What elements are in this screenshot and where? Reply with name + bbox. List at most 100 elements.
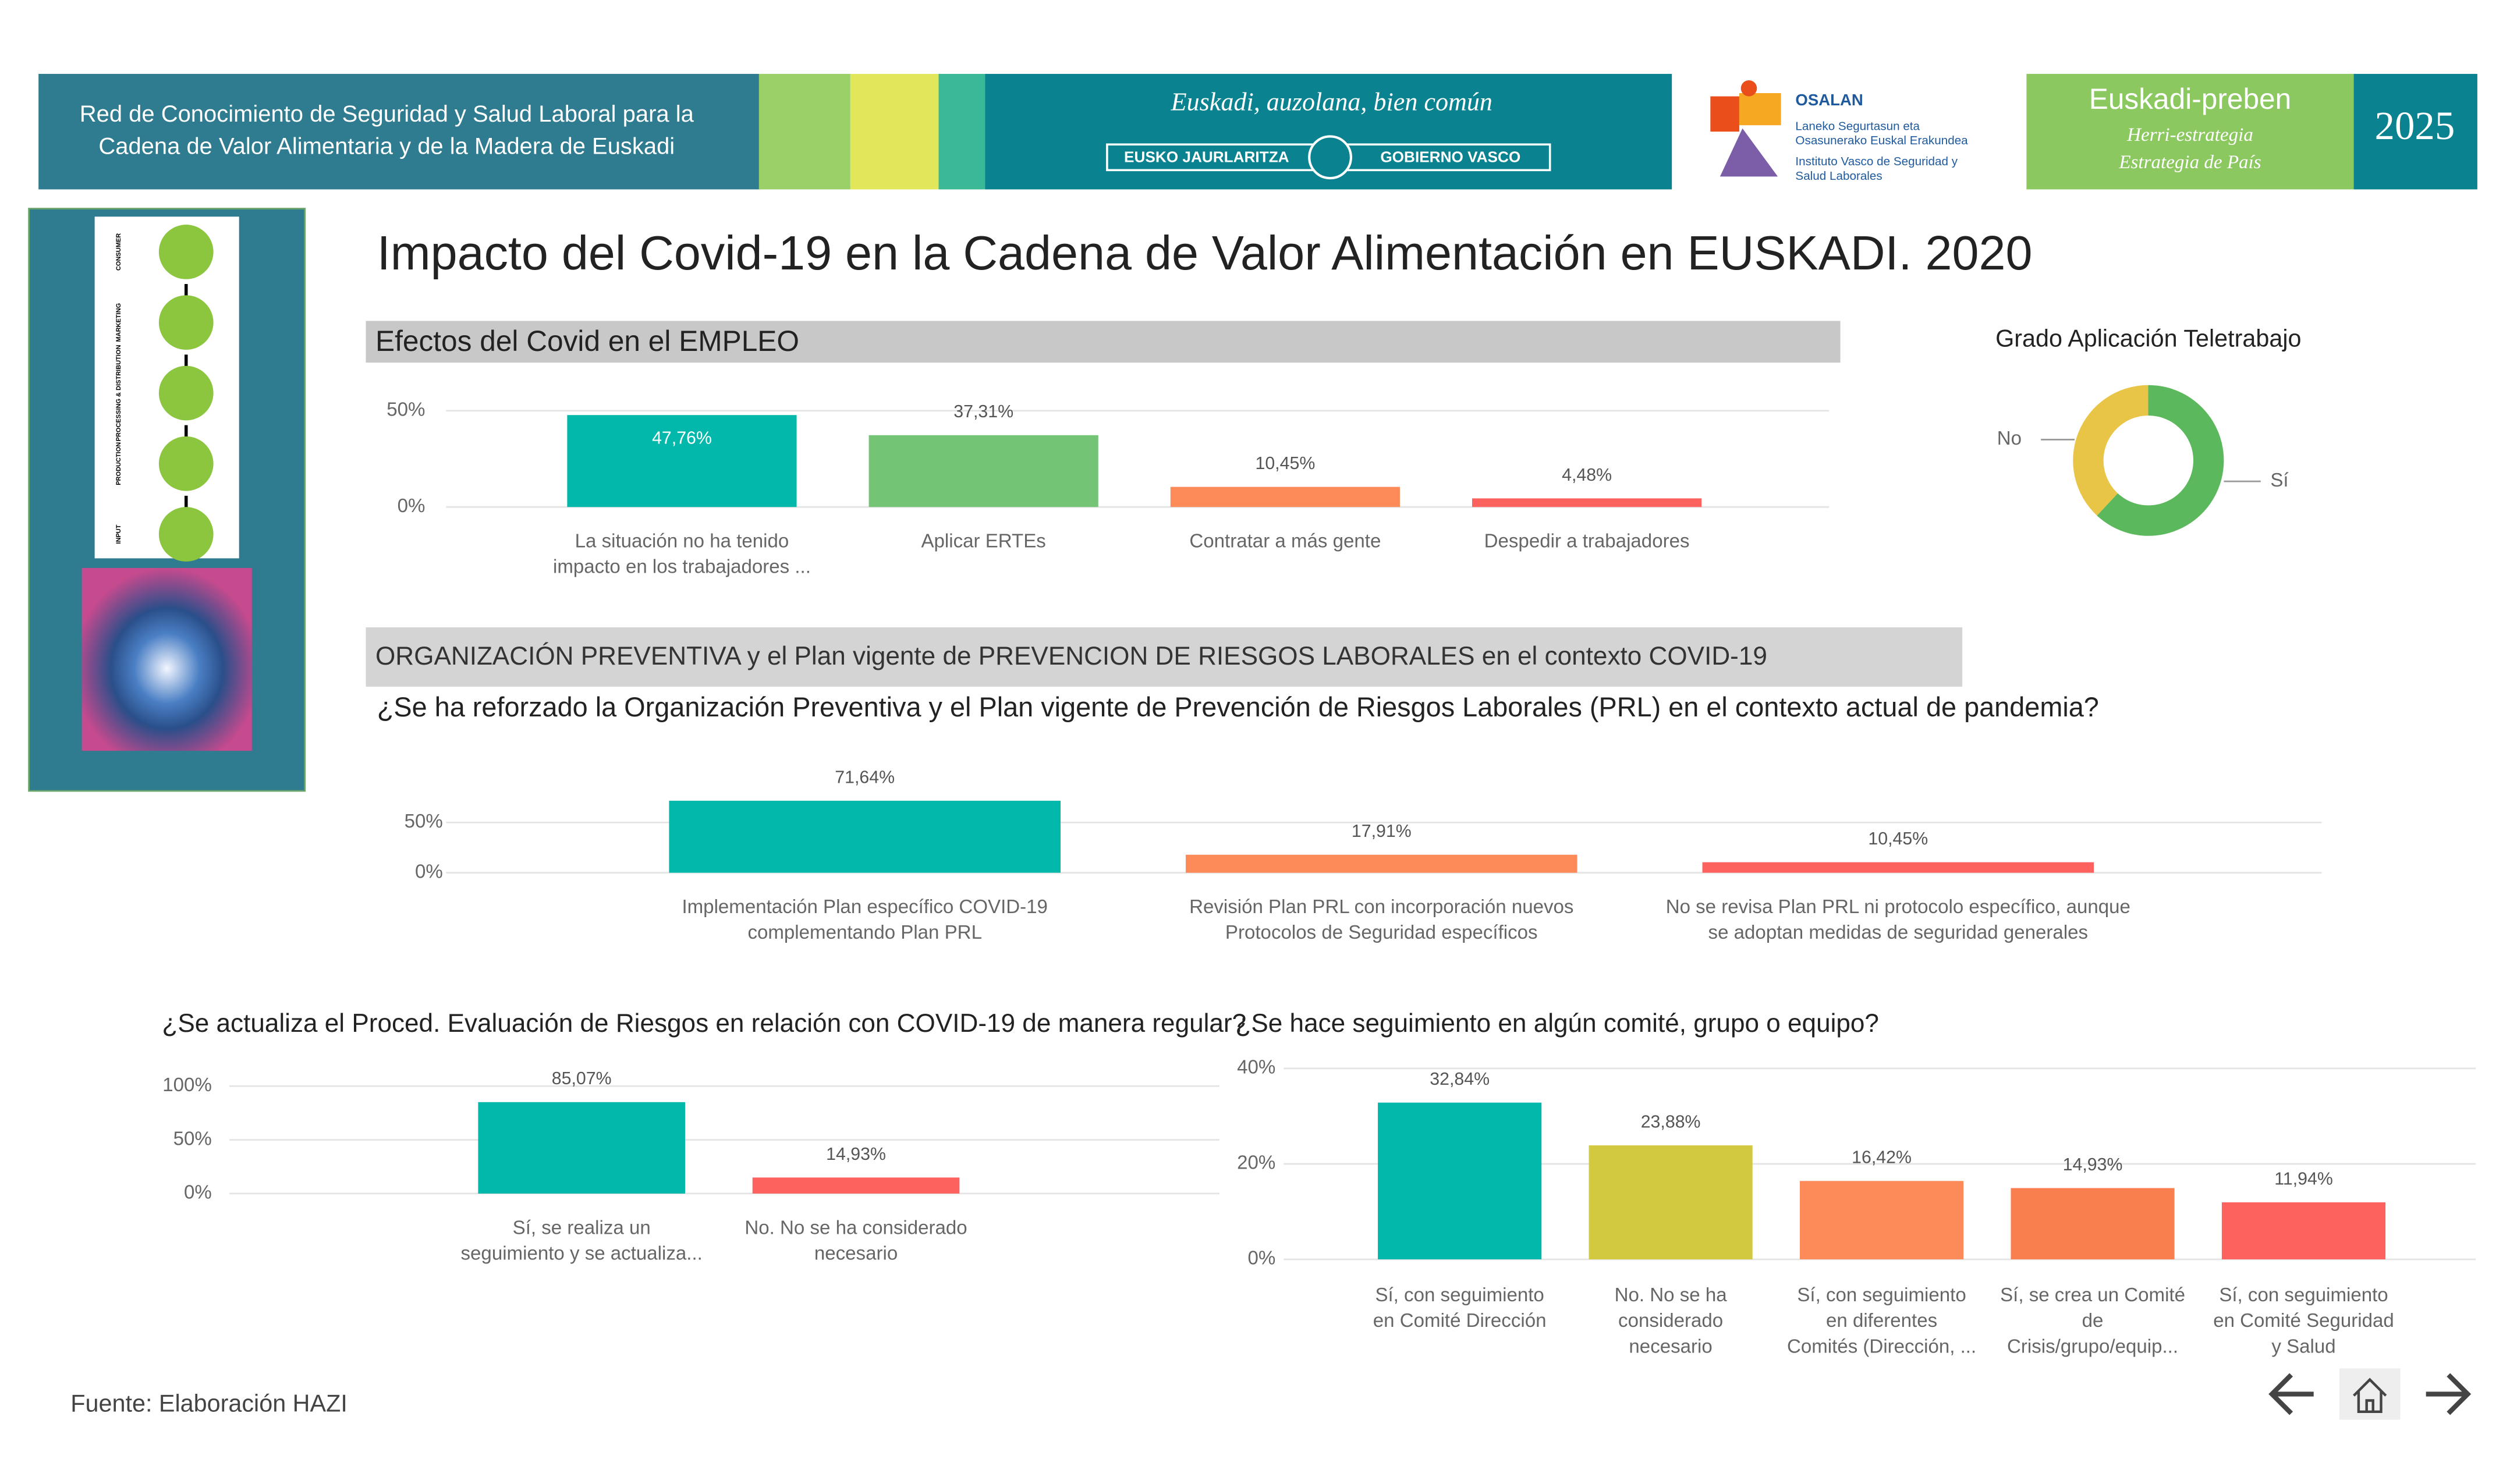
strategy-text: Herri-estrategia — [2126, 125, 2253, 145]
y-tick-label: 0% — [398, 495, 426, 517]
y-tick-label: 50% — [387, 399, 425, 421]
nav-forward[interactable] — [2426, 1373, 2472, 1415]
osalan-name: OSALAN — [1795, 91, 1863, 109]
header-band — [38, 73, 761, 190]
x-tick-label: No. No se ha considerado — [744, 1217, 967, 1238]
strategy-band — [2026, 73, 2356, 190]
footer: Fuente: Elaboración HAZI — [70, 1390, 348, 1417]
y-tick-label: 20% — [1237, 1152, 1275, 1174]
x-tick-label: en diferentes — [1826, 1310, 1937, 1332]
chart-title: ¿Se hace seguimiento en algún comité, gr… — [1235, 1009, 1879, 1038]
osalan-text: Laneko Segurtasun eta — [1795, 119, 1920, 133]
stage-icon — [158, 225, 214, 279]
logo-shape — [1740, 80, 1757, 97]
bar — [1472, 498, 1702, 507]
x-tick-label: Protocolos de Seguridad específicos — [1225, 922, 1538, 943]
bar — [1800, 1181, 1964, 1259]
x-tick-label: Sí, se crea un Comité — [2000, 1284, 2185, 1306]
osalan-text: Osasunerako Euskal Erakundea — [1795, 134, 1968, 147]
stage-icon — [158, 507, 214, 562]
side-panel: CONSUMER MARKETING PROCESSING & DISTRIBUTI… — [28, 208, 306, 792]
page-title: Impacto del Covid-19 en la Cadena de Val… — [377, 226, 2033, 280]
data-label: 17,91% — [1352, 822, 1412, 841]
stage-icon — [158, 436, 214, 491]
data-label: 23,88% — [1641, 1113, 1701, 1132]
stage-label: PROCESSING & DISTRIBUTION — [115, 345, 122, 442]
header-text: Red de Conocimiento de Seguridad y Salud… — [80, 101, 694, 127]
data-label: 47,76% — [652, 429, 712, 448]
x-tick-label: seguimiento y se actualiza... — [461, 1242, 703, 1264]
y-tick-label: 0% — [184, 1182, 212, 1203]
header-text: Cadena de Valor Alimentaria y de la Made… — [98, 133, 675, 159]
bar — [2221, 1202, 2386, 1259]
x-tick-label: Implementación Plan específico COVID-19 — [682, 896, 1047, 918]
x-tick-label: Contratar a más gente — [1189, 531, 1381, 552]
nav-back[interactable] — [2268, 1373, 2314, 1415]
x-tick-label: Despedir a trabajadores — [1484, 531, 1690, 552]
strategy-text: Estrategia de País — [2118, 152, 2261, 173]
header: Red de Conocimiento de Seguridad y Salud… — [38, 73, 2477, 190]
x-tick-label: No. No se ha — [1615, 1284, 1728, 1306]
data-label: 10,45% — [1868, 829, 1928, 848]
y-tick-label: 50% — [405, 811, 443, 832]
x-tick-label: se adoptan medidas de seguridad generale… — [1708, 922, 2089, 943]
x-tick-label: No se revisa Plan PRL ni protocolo espec… — [1666, 896, 2130, 918]
data-label: 4,48% — [1562, 466, 1612, 485]
logo-shape — [1739, 93, 1781, 126]
bar — [868, 435, 1098, 507]
data-label: 14,93% — [826, 1145, 886, 1164]
x-tick-label: Sí, se realiza un — [513, 1217, 651, 1238]
heading-band — [366, 321, 1841, 363]
x-tick-label: impacto en los trabajadores ... — [553, 556, 811, 578]
stage-label: CONSUMER — [115, 233, 122, 271]
section-heading: ORGANIZACIÓN PREVENTIVA y el Plan vigent… — [375, 642, 1767, 670]
bar — [669, 800, 1061, 873]
emblem — [1308, 135, 1352, 180]
data-label: 11,94% — [2274, 1169, 2333, 1188]
chart-title: Grado Aplicación Teletrabajo — [1995, 325, 2301, 352]
bar — [1185, 854, 1577, 873]
y-tick-label: 40% — [1237, 1057, 1275, 1078]
donut-slice — [2073, 385, 2149, 516]
bar — [1589, 1145, 1753, 1259]
x-tick-label: y Salud — [2271, 1336, 2335, 1357]
x-tick-label: complementando Plan PRL — [747, 922, 982, 943]
arrow-left[interactable] — [2268, 1373, 2314, 1415]
bar — [2011, 1188, 2175, 1259]
gov-text: EUSKO JAURLARITZA — [1124, 148, 1289, 166]
osalan-text: Instituto Vasco de Seguridad y — [1795, 155, 1958, 168]
bar — [1378, 1102, 1542, 1259]
slice-label: Sí — [2270, 470, 2289, 491]
stripe — [938, 73, 987, 190]
stage-label: PRODUCTION — [115, 442, 122, 485]
chart-title: ¿Se ha reforzado la Organización Prevent… — [377, 692, 2099, 722]
x-tick-label: Sí, con seguimiento — [1375, 1284, 1544, 1306]
donut-slice — [2097, 385, 2224, 536]
data-label: 37,31% — [953, 402, 1013, 421]
bar — [1170, 487, 1400, 507]
data-label: 32,84% — [1430, 1070, 1490, 1089]
osalan-logo — [1710, 80, 1781, 177]
bar — [752, 1177, 960, 1194]
x-tick-label: Sí, con seguimiento — [2219, 1284, 2388, 1306]
x-tick-label: Revisión Plan PRL con incorporación nuev… — [1189, 896, 1573, 918]
x-tick-label: necesario — [1629, 1336, 1712, 1357]
logo-shape — [1710, 96, 1739, 132]
data-label: 14,93% — [2063, 1155, 2123, 1174]
stripe — [850, 73, 941, 190]
x-tick-label: Sí, con seguimiento — [1797, 1284, 1966, 1306]
x-tick-label: considerado — [1618, 1310, 1723, 1332]
home-icon[interactable] — [2353, 1378, 2387, 1414]
y-tick-label: 50% — [173, 1128, 212, 1149]
nav-home[interactable] — [2339, 1368, 2401, 1420]
data-label: 85,07% — [552, 1069, 612, 1088]
data-label: 71,64% — [835, 768, 895, 787]
year: 2025 — [2374, 104, 2455, 148]
arrow-right[interactable] — [2426, 1373, 2472, 1415]
year-band — [2353, 73, 2477, 190]
chart-title: Efectos del Covid en el EMPLEO — [375, 325, 799, 357]
osalan-text: Salud Laborales — [1795, 169, 1882, 183]
logo-shape — [1720, 128, 1778, 177]
y-tick-label: 100% — [162, 1074, 212, 1096]
